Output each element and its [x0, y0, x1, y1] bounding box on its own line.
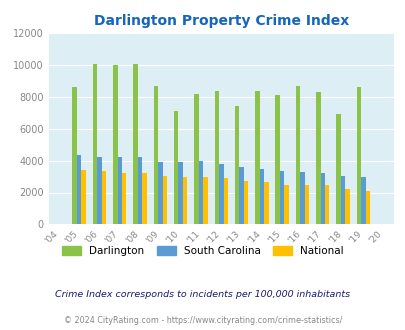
Bar	[264, 182, 268, 224]
Legend: Darlington, South Carolina, National: Darlington, South Carolina, National	[58, 242, 347, 260]
Bar	[356, 87, 360, 224]
Bar	[194, 94, 198, 224]
Text: © 2024 CityRating.com - https://www.cityrating.com/crime-statistics/: © 2024 CityRating.com - https://www.city…	[64, 316, 341, 325]
Bar	[81, 170, 86, 224]
Bar	[284, 184, 288, 224]
Bar	[360, 177, 365, 224]
Bar	[336, 114, 340, 224]
Bar	[158, 162, 162, 224]
Bar	[259, 169, 264, 224]
Bar	[214, 91, 219, 224]
Bar	[92, 64, 97, 224]
Bar	[304, 184, 309, 224]
Bar	[182, 177, 187, 224]
Bar	[178, 162, 182, 224]
Bar	[198, 161, 203, 224]
Bar	[97, 157, 102, 224]
Bar	[243, 182, 248, 224]
Bar	[315, 92, 320, 224]
Bar	[295, 86, 300, 224]
Bar	[320, 173, 324, 224]
Bar	[77, 155, 81, 224]
Bar	[142, 173, 146, 224]
Bar	[162, 176, 167, 224]
Bar	[101, 172, 106, 224]
Bar	[324, 184, 329, 224]
Bar	[138, 157, 142, 224]
Title: Darlington Property Crime Index: Darlington Property Crime Index	[94, 14, 348, 28]
Bar	[117, 157, 122, 224]
Bar	[203, 177, 207, 224]
Bar	[254, 91, 259, 224]
Bar	[133, 64, 138, 224]
Bar	[122, 173, 126, 224]
Text: Crime Index corresponds to incidents per 100,000 inhabitants: Crime Index corresponds to incidents per…	[55, 290, 350, 299]
Bar	[345, 189, 349, 224]
Bar	[153, 85, 158, 224]
Bar	[219, 164, 223, 224]
Bar	[275, 95, 279, 224]
Bar	[72, 87, 77, 224]
Bar	[300, 172, 304, 224]
Bar	[234, 106, 239, 224]
Bar	[365, 191, 369, 224]
Bar	[173, 111, 178, 224]
Bar	[340, 176, 345, 224]
Bar	[113, 65, 117, 224]
Bar	[223, 178, 228, 224]
Bar	[239, 167, 243, 224]
Bar	[279, 171, 284, 224]
